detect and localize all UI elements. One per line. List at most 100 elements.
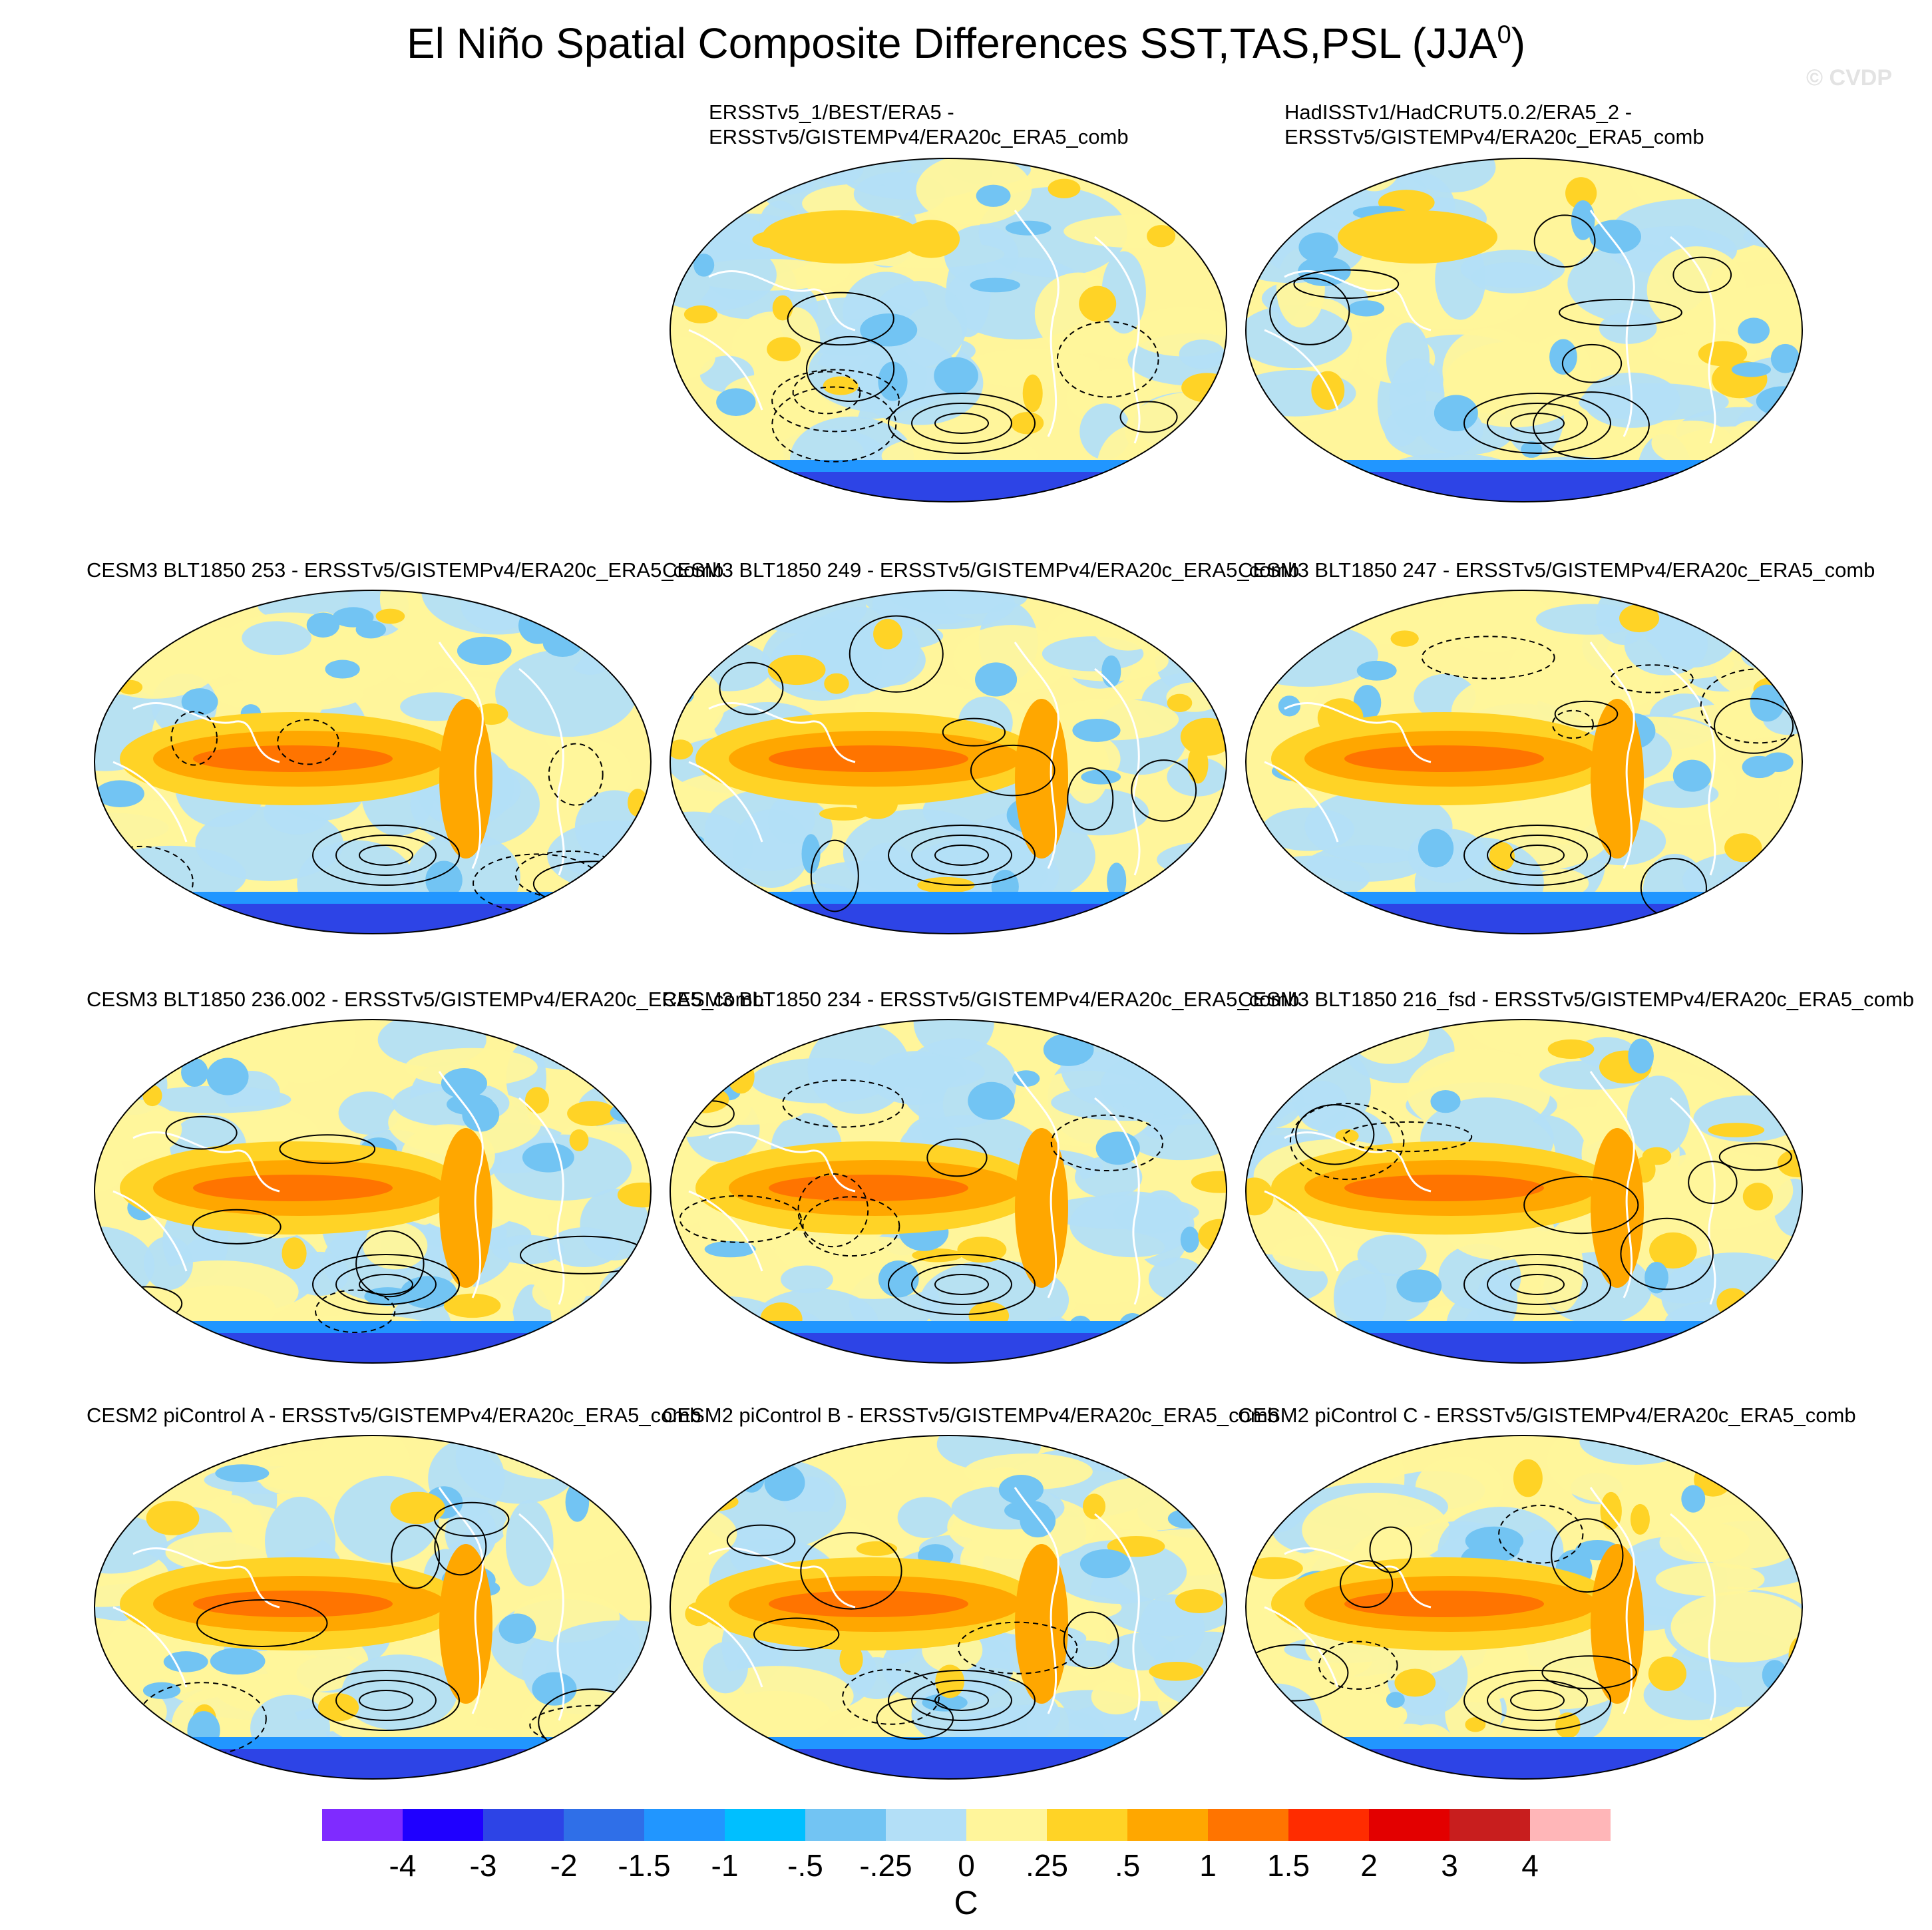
map-panel-p3: CESM3 BLT1850 253 - ERSSTv5/GISTEMPv4/ER… [87,542,724,935]
psl-contour [1131,759,1197,822]
anomaly-blob [195,806,343,881]
psl-contour [359,1690,413,1711]
colorbar-units: C [954,1884,978,1921]
anomaly-blob [569,1129,589,1151]
anomaly-blob [878,361,908,401]
antarctic-cold-band [1344,1747,1704,1779]
map-field [1246,1020,1802,1363]
antarctic-cold-band [769,1331,1128,1363]
panel-title-line: ERSSTv5/GISTEMPv4/ERA20c_ERA5_comb [709,125,1129,148]
coastline [688,1606,763,1688]
map-outline [94,1019,652,1364]
anomaly-blob [363,1222,428,1270]
enso-warm-tongue [769,745,968,772]
colorbar-tick-label: -1.5 [618,1848,671,1883]
anomaly-blob [525,1087,550,1114]
anomaly-blob [1434,395,1478,432]
anomaly-blob [716,388,756,417]
psl-contour [800,1532,902,1610]
coastline [1589,210,1635,437]
anomaly-blob [1281,904,1392,934]
anomaly-blob [823,376,859,395]
anomaly-blob [1186,1065,1227,1094]
coastline [518,668,565,876]
anomaly-blob [1644,1262,1668,1294]
psl-contour [548,743,604,806]
anomaly-blob [1396,1269,1442,1303]
anomaly-blob [676,420,785,496]
anomaly-blob [443,1293,501,1318]
anomaly-blob [1357,1235,1427,1276]
colorbar-tick-label: -3 [469,1848,497,1883]
anomaly-blob [1708,1123,1765,1137]
anomaly-blob [1390,630,1419,647]
psl-contour [1533,214,1596,268]
enso-warm-tongue [769,1591,968,1617]
anomaly-blob [1689,1436,1802,1464]
psl-contour [719,662,784,715]
psl-contour [911,403,1012,444]
colorbar-tick-label: -.25 [859,1848,912,1883]
map-panel-p10: CESM2 piControl B - ERSSTv5/GISTEMPv4/ER… [662,1388,1279,1780]
coastal-warm-anomaly [439,1128,492,1288]
anomaly-blob [1465,1020,1589,1054]
anomaly-blob [1430,1090,1461,1113]
map-outline [670,1435,1227,1780]
anomaly-blob [975,662,1018,697]
anomaly-blob [1649,1232,1697,1269]
coastline [1094,668,1141,876]
psl-contour [1293,269,1400,299]
map-field [670,1020,1227,1363]
anomaly-blob [1539,1227,1584,1312]
anomaly-blob [897,1497,955,1538]
anomaly-blob [95,1468,126,1484]
anomaly-blob [1195,203,1225,242]
colorbar-swatch [805,1809,886,1841]
coastline [688,1190,763,1272]
psl-contour [934,845,989,866]
anomaly-blob [1104,1020,1225,1055]
anomaly-blob [260,1463,362,1497]
anomaly-blob [1555,1712,1581,1739]
anomaly-blob [605,898,651,934]
antarctic-cold-band [1344,902,1704,934]
anomaly-blob [1756,1436,1802,1469]
anomaly-blob [976,184,1011,207]
psl-contour [1063,1611,1119,1670]
psl-contour [926,1138,988,1177]
antarctic-cold-band [1344,1331,1704,1363]
anomaly-blob [1081,769,1121,785]
psl-contour [782,1079,904,1128]
panel-title-line: CESM3 BLT1850 216_fsd - ERSSTv5/GISTEMPv… [1238,988,1914,1011]
antarctic-cold-band [193,1747,552,1779]
panel-title-line: CESM3 BLT1850 234 - ERSSTv5/GISTEMPv4/ER… [662,988,1300,1011]
anomaly-blob [163,1651,208,1672]
antarctic-cold-band-edge [749,892,1148,904]
anomaly-blob [670,739,693,760]
psl-contour [335,835,437,876]
anomaly-blob [698,1069,725,1085]
psl-contour [335,1264,437,1305]
anomaly-blob [1073,1447,1223,1474]
anomaly-blob [1719,1338,1788,1363]
psl-contour [391,1525,440,1589]
anomaly-blob [998,1475,1044,1505]
anomaly-blob [1272,1235,1364,1272]
map-panel-p1: ERSSTv5_1/BEST/ERA5 - ERSSTv5/GISTEMPv4/E… [662,100,1235,502]
psl-contour [787,291,894,346]
coastline [1284,1131,1432,1193]
coastal-warm-anomaly [1015,1544,1068,1704]
anomaly-blob [1119,1087,1217,1115]
panel-title-line: CESM3 BLT1850 253 - ERSSTv5/GISTEMPv4/ER… [87,558,724,582]
anomaly-blob [1107,863,1127,899]
colorbar-swatch [1288,1809,1369,1841]
anomaly-blob [1083,590,1190,619]
anomaly-blob [1513,1459,1543,1497]
coastline [1589,1071,1635,1298]
psl-contour [911,835,1012,876]
psl-contour [355,1230,425,1298]
panel-title-line: CESM2 piControl B - ERSSTv5/GISTEMPv4/ER… [662,1404,1279,1427]
anomaly-blob [579,876,651,922]
anomaly-blob [1742,604,1766,637]
anomaly-blob [890,590,1028,615]
